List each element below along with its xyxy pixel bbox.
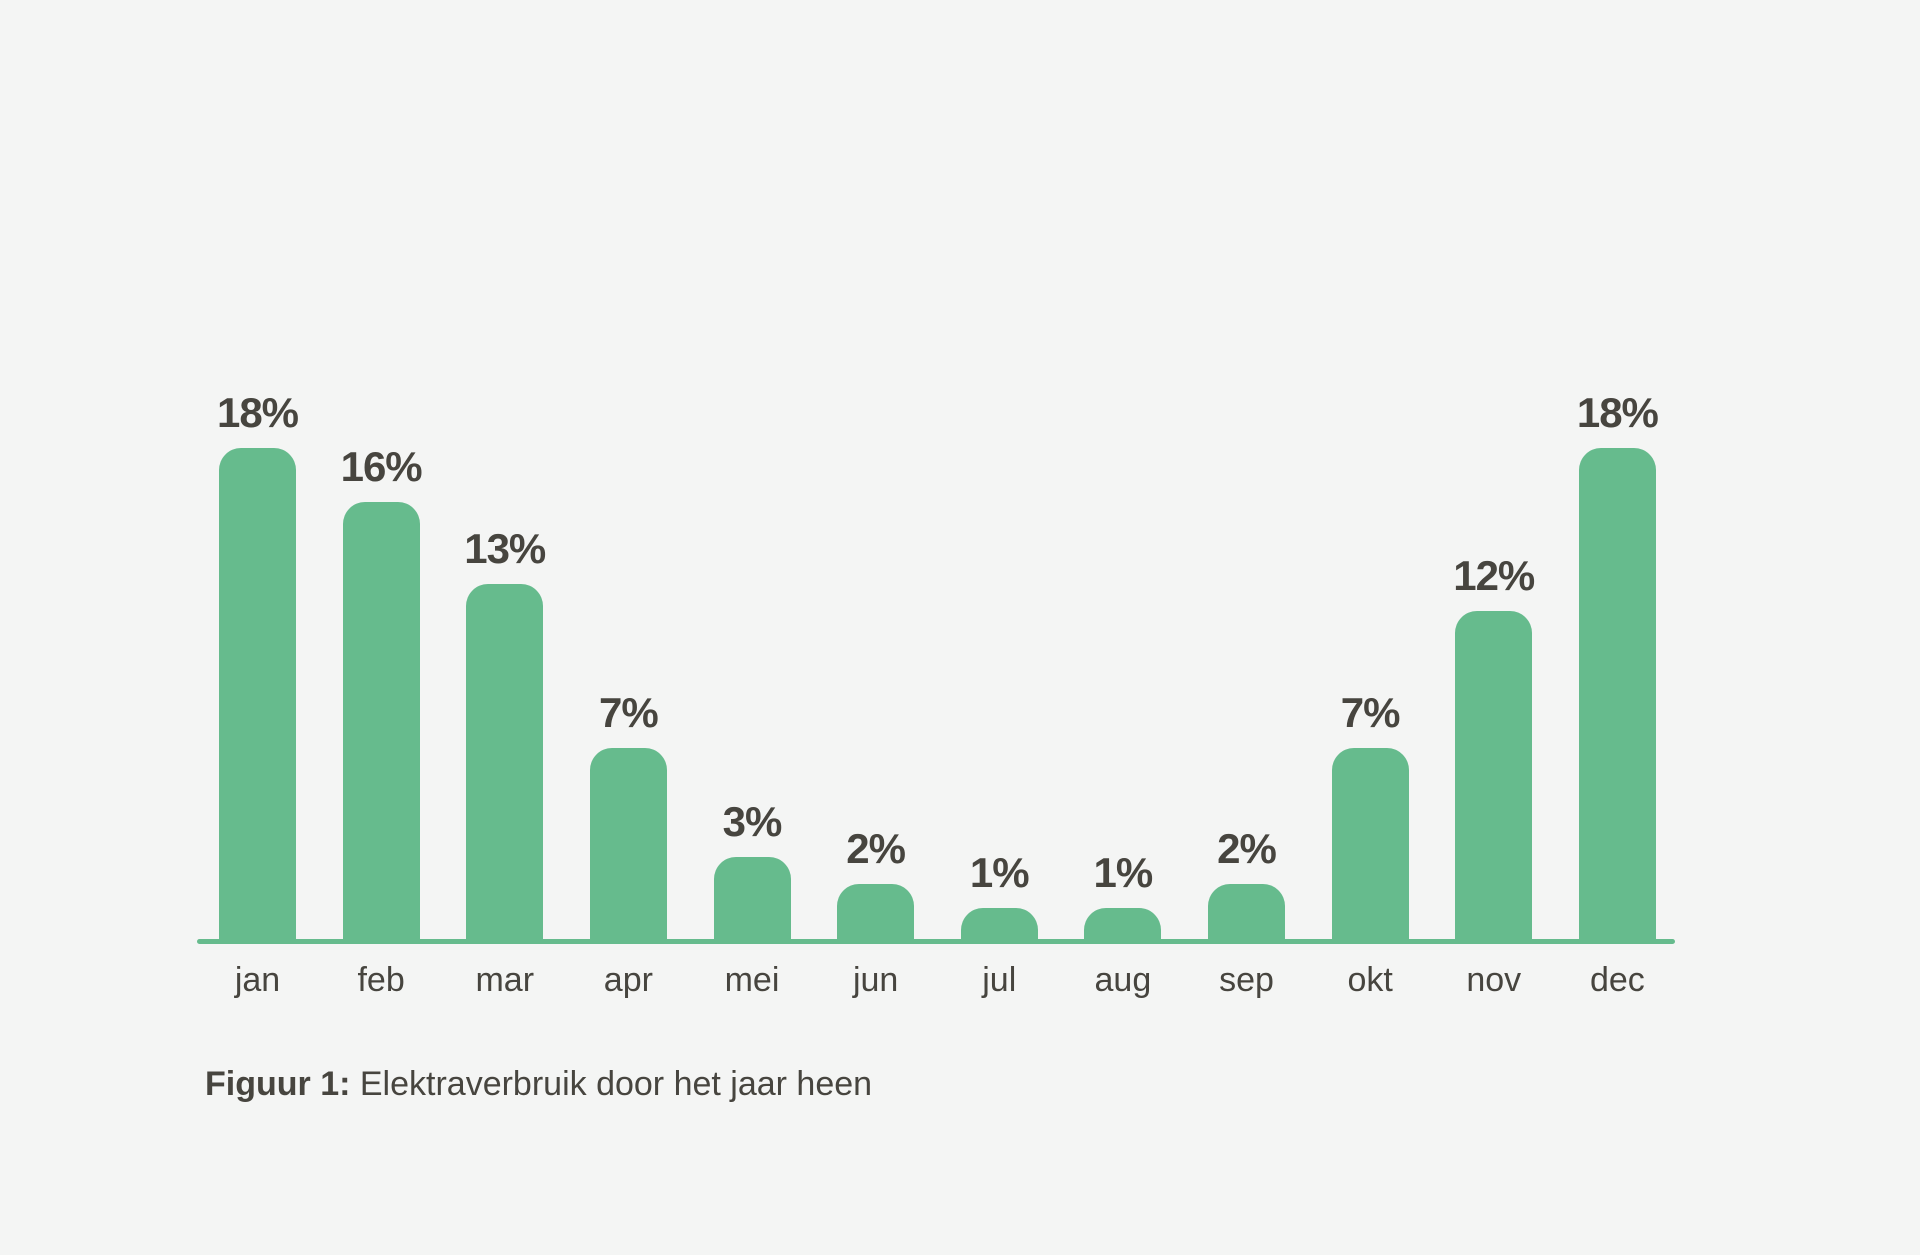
- bar-column-feb: 16%: [340, 443, 423, 939]
- bar-column-aug: 1%: [1084, 849, 1162, 939]
- value-label-mar: 13%: [464, 525, 546, 572]
- x-axis-label-jan: jan: [234, 961, 281, 999]
- value-label-dec: 18%: [1576, 389, 1659, 436]
- value-label-aug: 1%: [1093, 849, 1154, 896]
- bar-column-apr: 7%: [589, 689, 667, 939]
- x-axis-line: [197, 939, 1675, 944]
- value-label-feb: 16%: [340, 443, 423, 490]
- value-label-jan: 18%: [216, 389, 299, 436]
- bars-row: 18% 16% 13% 7% 3% 2% 1% 1% 2% 7% 12% 18%: [197, 392, 1675, 939]
- bar-column-jan: 18%: [216, 389, 299, 939]
- bar-jul: [960, 908, 1038, 939]
- bar-jun: [837, 884, 915, 939]
- value-label-apr: 7%: [599, 689, 659, 736]
- x-axis-label-mar: mar: [475, 961, 535, 999]
- x-axis-label-okt: okt: [1347, 961, 1393, 999]
- bar-feb: [342, 502, 420, 939]
- x-axis-label-aug: aug: [1094, 961, 1152, 999]
- bar-okt: [1331, 748, 1409, 939]
- bar-column-mei: 3%: [713, 798, 791, 939]
- bar-nov: [1455, 611, 1533, 939]
- bar-chart: 18% 16% 13% 7% 3% 2% 1% 1% 2% 7% 12% 18% jan feb mar a…: [197, 392, 1675, 1001]
- x-axis-labels: jan feb mar apr mei jun jul aug sep okt nov dec: [197, 960, 1675, 1001]
- bar-column-jun: 2%: [837, 825, 915, 939]
- bar-dec: [1578, 448, 1656, 939]
- bar-sep: [1208, 884, 1285, 939]
- bar-apr: [589, 748, 667, 939]
- bar-column-dec: 18%: [1576, 389, 1659, 939]
- value-label-jun: 2%: [846, 825, 906, 872]
- x-axis-label-feb: feb: [357, 961, 405, 999]
- bar-aug: [1084, 908, 1162, 939]
- figure-caption-label: Figuur 1:: [205, 1065, 351, 1103]
- bar-column-jul: 1%: [960, 849, 1038, 939]
- x-axis-label-sep: sep: [1219, 961, 1274, 999]
- figure-caption-text: Elektraverbruik door het jaar heen: [350, 1065, 873, 1103]
- x-axis-label-jun: jun: [852, 961, 899, 999]
- figure-caption: Figuur 1: Elektraverbruik door het jaar …: [205, 1062, 872, 1106]
- value-label-jul: 1%: [969, 849, 1030, 896]
- x-axis-label-jul: jul: [982, 961, 1017, 999]
- bar-jan: [219, 448, 296, 939]
- bar-column-nov: 12%: [1453, 552, 1535, 939]
- bar-column-okt: 7%: [1331, 689, 1409, 939]
- x-axis-label-dec: dec: [1589, 961, 1645, 999]
- bar-column-sep: 2%: [1208, 828, 1285, 939]
- bar-mar: [466, 584, 544, 939]
- x-axis-label-apr: apr: [603, 961, 653, 999]
- bar-column-mar: 13%: [464, 525, 546, 939]
- x-axis-label-mei: mei: [724, 961, 780, 999]
- bar-mei: [713, 857, 791, 939]
- value-label-mei: 3%: [722, 798, 783, 845]
- value-label-nov: 12%: [1453, 552, 1535, 599]
- x-axis-label-nov: nov: [1466, 961, 1522, 999]
- value-label-sep: 2%: [1217, 825, 1277, 872]
- value-label-okt: 7%: [1340, 689, 1401, 736]
